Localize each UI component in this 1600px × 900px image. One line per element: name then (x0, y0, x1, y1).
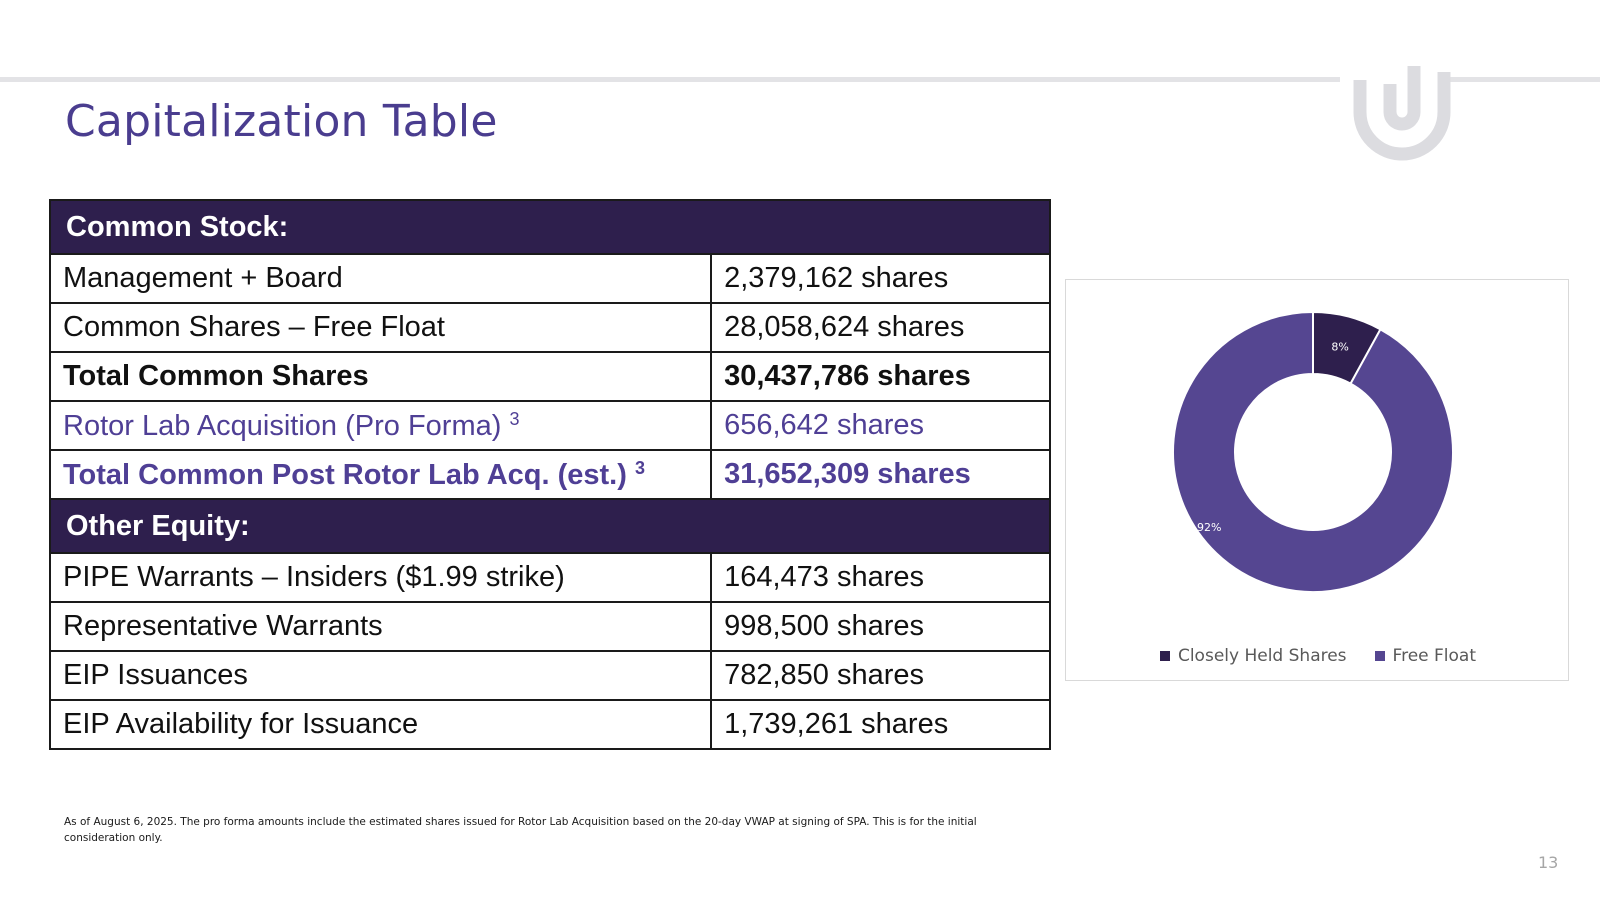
table-row: Rotor Lab Acquisition (Pro Forma) 3 656,6… (48, 400, 1051, 451)
table-row: Common Shares – Free Float 28,058,624 sha… (48, 302, 1051, 353)
page-number: 13 (1538, 853, 1559, 872)
chart-legend: Closely Held Shares Free Float (1066, 646, 1570, 666)
row-label-text: Rotor Lab Acquisition (Pro Forma) (63, 409, 502, 442)
row-value: 31,652,309 shares (710, 449, 1051, 500)
row-label: Representative Warrants (48, 601, 713, 652)
table-row: EIP Issuances 782,850 shares (48, 650, 1051, 701)
row-value: 1,739,261 shares (710, 699, 1051, 750)
row-label-text: Representative Warrants (63, 610, 383, 642)
donut-chart: 8% 92% Closely Held Shares Free Float (1065, 279, 1569, 681)
donut-slice-free-float (1172, 310, 1454, 593)
legend-label: Closely Held Shares (1177, 646, 1347, 666)
legend-item: Free Float (1374, 646, 1477, 666)
row-value: 998,500 shares (710, 601, 1051, 652)
row-value: 30,437,786 shares (710, 351, 1051, 402)
section-header-row: Common Stock: (49, 199, 1051, 255)
row-label-text: Management + Board (63, 262, 343, 294)
table-row: Management + Board 2,379,162 shares (48, 253, 1051, 304)
top-rule-right (1446, 77, 1600, 82)
row-label-text: Total Common Post Rotor Lab Acq. (est.) (63, 458, 627, 491)
row-label: Rotor Lab Acquisition (Pro Forma) 3 (48, 400, 713, 451)
table-row: Total Common Post Rotor Lab Acq. (est.) … (48, 449, 1051, 500)
row-label: Common Shares – Free Float (48, 302, 713, 353)
section-header: Other Equity: (49, 498, 1051, 554)
row-value: 2,379,162 shares (710, 253, 1051, 304)
footnote-marker: 3 (634, 457, 645, 478)
section-header-row: Other Equity: (49, 498, 1051, 554)
company-logo-icon (1353, 66, 1451, 161)
row-value: 164,473 shares (710, 552, 1051, 603)
row-label-text: Total Common Shares (63, 360, 369, 392)
top-rule (0, 77, 1340, 82)
row-label-text: Common Shares – Free Float (63, 311, 445, 343)
row-label: PIPE Warrants – Insiders ($1.99 strike) (48, 552, 713, 603)
row-value: 782,850 shares (710, 650, 1051, 701)
row-label-text: PIPE Warrants – Insiders ($1.99 strike) (63, 561, 565, 593)
donut-chart-svg: 8% 92% (1172, 310, 1454, 593)
row-label: Management + Board (48, 253, 713, 304)
data-label: 8% (1331, 340, 1348, 353)
legend-swatch (1159, 651, 1170, 661)
table-row: EIP Availability for Issuance 1,739,261 s… (48, 699, 1051, 750)
row-label: Total Common Shares (48, 351, 713, 402)
legend-swatch (1374, 651, 1385, 661)
table-row: Representative Warrants 998,500 shares (48, 601, 1051, 652)
row-value: 28,058,624 shares (710, 302, 1051, 353)
footnote-marker: 3 (509, 408, 520, 429)
row-value: 656,642 shares (710, 400, 1051, 451)
row-label-text: EIP Availability for Issuance (63, 708, 419, 740)
footnote: As of August 6, 2025. The pro forma amou… (64, 816, 977, 844)
data-label: 92% (1197, 521, 1221, 534)
row-label: EIP Availability for Issuance (48, 699, 713, 750)
row-label-text: EIP Issuances (63, 659, 248, 691)
row-label: EIP Issuances (48, 650, 713, 701)
section-header: Common Stock: (49, 199, 1051, 255)
row-label: Total Common Post Rotor Lab Acq. (est.) … (48, 449, 713, 500)
table-row: Total Common Shares 30,437,786 shares (48, 351, 1051, 402)
table-row: PIPE Warrants – Insiders ($1.99 strike) 1… (48, 552, 1051, 603)
legend-label: Free Float (1392, 646, 1477, 666)
capitalization-table: Common Stock: Management + Board 2,379,162… (48, 199, 1051, 750)
legend-item: Closely Held Shares (1159, 646, 1347, 666)
slide-title: Capitalization Table (65, 96, 498, 147)
